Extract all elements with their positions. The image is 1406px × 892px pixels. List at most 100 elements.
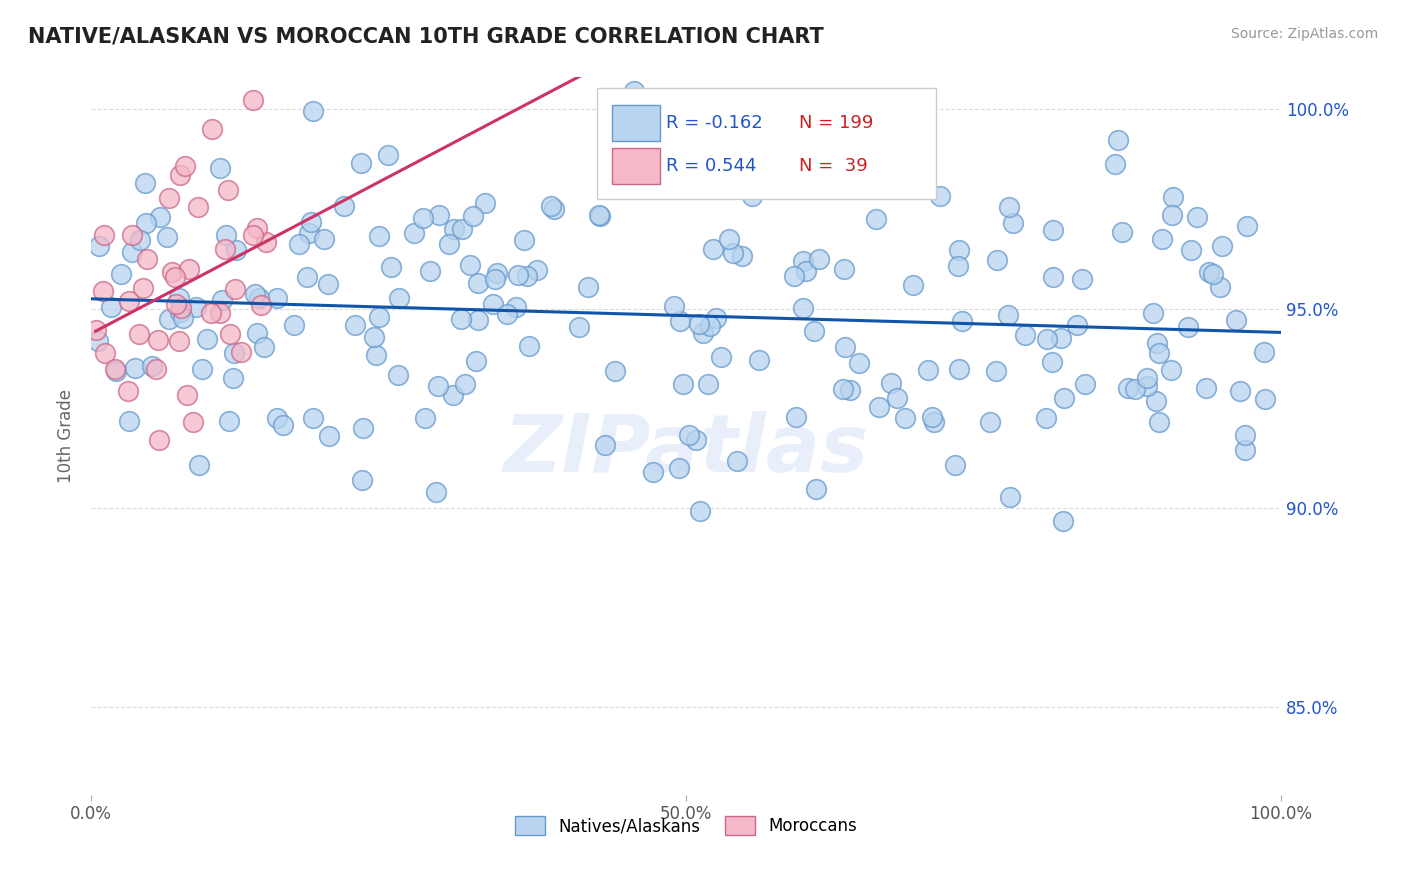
Point [247,291,270,305]
Point [298,226,321,240]
Point [834,340,856,354]
Point [128,326,150,341]
Point [467,276,489,290]
Point [785,410,807,425]
Point [1234,442,1257,457]
Point [1104,157,1126,171]
Point [100,300,122,314]
Point [1074,377,1097,392]
Point [1040,354,1063,368]
Point [1187,210,1209,224]
Point [505,300,527,314]
Point [998,490,1021,504]
Point [84,323,107,337]
Point [710,350,733,364]
Point [243,287,266,301]
Point [186,301,208,315]
Point [252,341,274,355]
Point [1052,514,1074,528]
Point [131,280,153,294]
Text: R = 0.544: R = 0.544 [666,157,756,175]
Point [1002,216,1025,230]
Point [441,388,464,402]
Point [201,122,224,136]
Point [948,243,970,257]
Point [363,330,385,344]
Point [721,245,744,260]
Point [692,326,714,340]
Point [1144,393,1167,408]
Point [450,312,472,326]
Point [297,270,319,285]
Point [1042,223,1064,237]
Point [1136,379,1159,393]
Point [796,263,818,277]
Text: N =  39: N = 39 [799,157,868,175]
Point [352,473,374,487]
Point [589,209,612,223]
Point [894,411,917,425]
Point [685,434,707,448]
Point [792,253,814,268]
Point [1202,267,1225,281]
Point [803,324,825,338]
Point [1050,330,1073,344]
Point [568,319,591,334]
Point [242,93,264,107]
Point [467,313,489,327]
Point [458,258,481,272]
Point [412,211,434,226]
Point [443,222,465,236]
Point [1066,318,1088,332]
Point [495,307,517,321]
Point [672,376,695,391]
Point [437,236,460,251]
Point [1070,272,1092,286]
Point [156,229,179,244]
Point [249,298,271,312]
Point [141,359,163,373]
Point [986,364,1008,378]
Point [1107,133,1129,147]
Point [134,176,156,190]
Point [792,301,814,315]
Point [87,334,110,349]
Text: ZIPatlas: ZIPatlas [503,411,869,490]
Point [717,232,740,246]
Point [266,411,288,425]
Point [669,314,692,328]
Point [451,221,474,235]
Point [349,156,371,170]
Point [218,414,240,428]
Point [368,229,391,244]
Point [333,199,356,213]
Point [482,296,505,310]
Point [169,301,191,315]
Point [516,269,538,284]
Point [837,169,859,184]
Point [808,252,831,266]
Point [121,228,143,243]
Point [641,466,664,480]
Point [1254,392,1277,406]
Point [214,242,236,256]
Point [425,484,447,499]
Point [513,233,536,247]
Point [593,437,616,451]
Point [576,280,599,294]
Point [177,261,200,276]
Point [215,228,238,243]
Legend: Natives/Alaskans, Moroccans: Natives/Alaskans, Moroccans [506,808,866,844]
Point [1211,239,1233,253]
Point [1146,336,1168,351]
Point [415,411,437,425]
Point [246,221,269,235]
Point [474,196,496,211]
Point [117,384,139,398]
Point [195,333,218,347]
Point [783,268,806,283]
Point [94,346,117,360]
Point [283,318,305,333]
Point [1253,344,1275,359]
Point [678,428,700,442]
